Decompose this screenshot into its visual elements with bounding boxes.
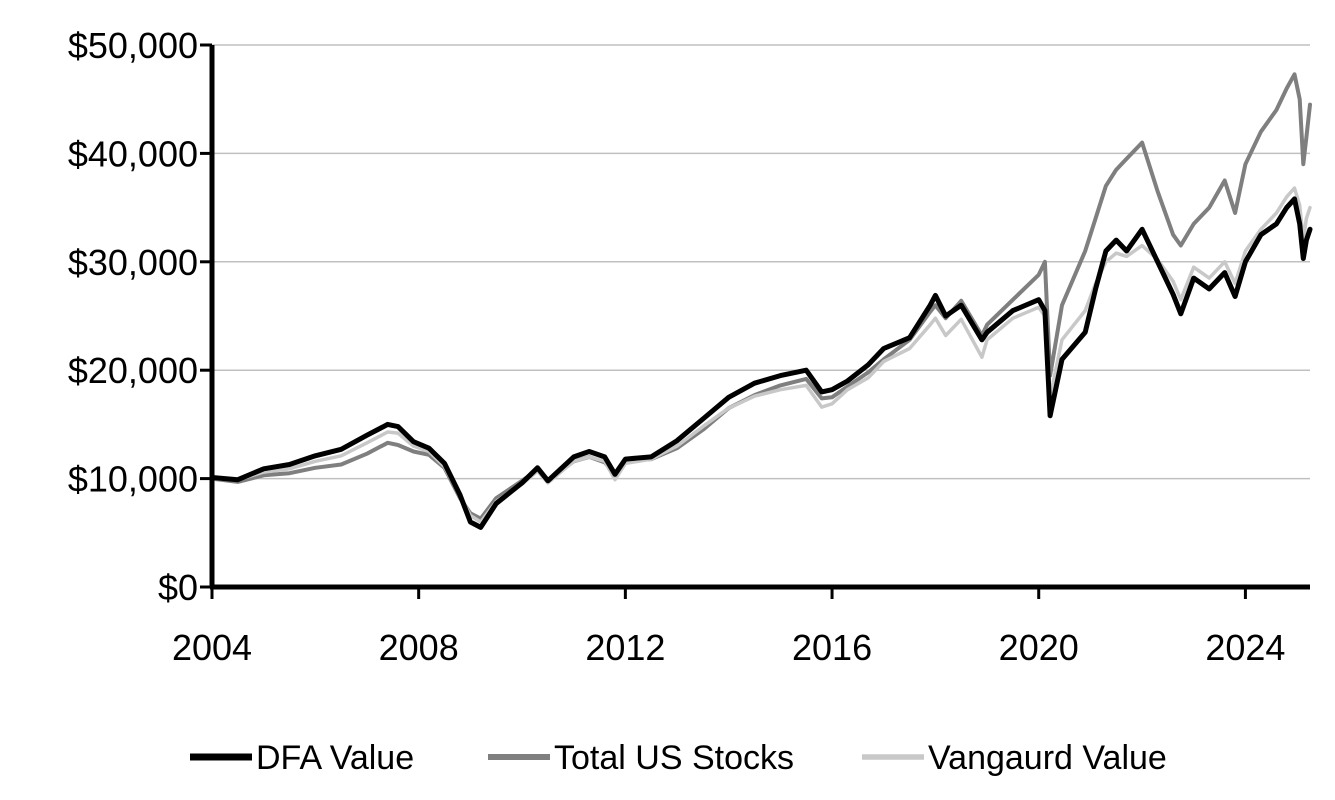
series-lines — [209, 72, 1313, 530]
x-tick-label: 2024 — [1205, 627, 1285, 668]
y-tick-label: $30,000 — [68, 242, 198, 283]
axes: $0 $10,000 $20,000 $30,000 $40,000 $50,000 200… — [68, 25, 1310, 668]
y-tick-label: $10,000 — [68, 459, 198, 500]
legend-label: Vangaurd Value — [928, 739, 1167, 777]
x-tick-label: 2020 — [999, 627, 1079, 668]
series-line-dfa-value — [209, 196, 1313, 530]
x-tick-label: 2012 — [585, 627, 665, 668]
x-tick-label: 2004 — [172, 627, 252, 668]
legend: DFA Value Total US Stocks Vangaurd Value — [190, 739, 1167, 777]
y-tick-label: $50,000 — [68, 25, 198, 66]
y-tick-label: $20,000 — [68, 350, 198, 391]
legend-label: Total US Stocks — [554, 739, 794, 777]
legend-label: DFA Value — [256, 739, 414, 777]
x-tick-label: 2016 — [792, 627, 872, 668]
y-tick-label: $0 — [158, 567, 198, 608]
gridlines — [212, 44, 1310, 480]
x-tick-label: 2008 — [379, 627, 459, 668]
series-line-total-us-stocks — [210, 72, 1312, 521]
y-tick-label: $40,000 — [68, 133, 198, 174]
